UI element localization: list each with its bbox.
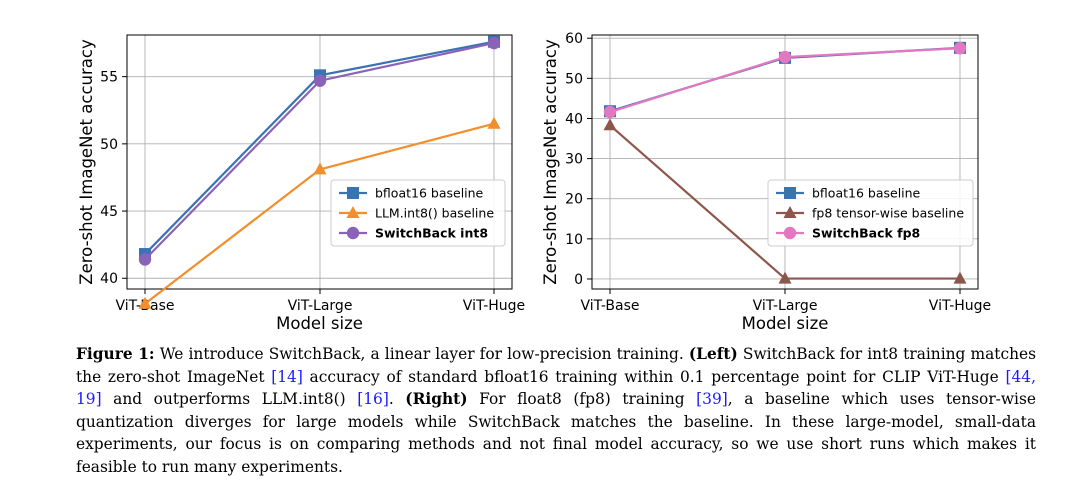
data-point-switchback-fp8 [778, 50, 792, 64]
legend-marker [346, 226, 360, 240]
legend-marker [346, 206, 360, 218]
data-point-fp8-tensor-wise-baseline [953, 271, 967, 284]
y-tick-label: 60 [565, 31, 583, 47]
legend-label: SwitchBack int8 [375, 226, 488, 241]
citation-link[interactable]: [39] [696, 390, 728, 408]
legend-label: bfloat16 baseline [375, 186, 484, 201]
caption-label: Figure 1: [76, 345, 155, 363]
data-point-switchback-fp8 [603, 105, 617, 119]
data-point-llm-int8-baseline [138, 296, 152, 309]
legend-box [330, 179, 506, 247]
y-tick-label: 50 [100, 137, 118, 153]
x-tick-label: ViT-Large [753, 298, 818, 314]
legend-marker [783, 226, 797, 240]
x-tick-label: ViT-Large [288, 298, 353, 314]
right-chart: 0 10 20 30 40 50 60 ViT-Base ViT-Large ViT-Huge Mo… [541, 31, 991, 333]
caption-left-tag: (Left) [688, 345, 738, 363]
y-tick-label: 40 [100, 271, 118, 287]
figure-caption: Figure 1: We introduce SwitchBack, a lin… [76, 345, 1036, 476]
data-point-fp8-tensor-wise-baseline [778, 271, 792, 284]
data-point-llm-int8-baseline [487, 116, 501, 129]
y-tick-label: 20 [565, 192, 583, 208]
legend-label: bfloat16 baseline [812, 186, 921, 201]
data-point-switchback-int8 [313, 74, 327, 87]
data-point-switchback-int8 [138, 253, 152, 266]
legend-marker [783, 206, 797, 218]
data-point-llm-int8-baseline [313, 162, 327, 175]
y-tick-label: 0 [574, 272, 583, 288]
y-tick-label: 50 [565, 71, 583, 87]
x-tick-label: ViT-Huge [929, 298, 991, 314]
x-axis-label: Model size [742, 314, 829, 333]
legend-marker [347, 187, 359, 199]
data-point-switchback-int8 [487, 36, 501, 50]
y-tick-label: 45 [100, 204, 118, 220]
x-tick-label: ViT-Huge [463, 298, 525, 314]
y-tick-label: 10 [565, 232, 583, 248]
y-tick-label: 30 [565, 152, 583, 168]
citation-link[interactable]: [14] [271, 367, 303, 386]
citation-link[interactable]: [44, 19] [76, 367, 1036, 409]
data-point-switchback-fp8 [953, 42, 967, 55]
legend-label: fp8 tensor-wise baseline [812, 206, 964, 221]
y-tick-label: 40 [565, 111, 583, 127]
y-axis-label: Zero-shot ImageNet accuracy [541, 39, 560, 285]
x-axis-label: Model size [276, 314, 363, 333]
y-tick-label: 55 [100, 70, 118, 86]
x-tick-label: ViT-Base [580, 298, 639, 314]
legend-label: SwitchBack fp8 [812, 226, 920, 241]
citation-link[interactable]: [16] [357, 390, 389, 408]
legend-box [767, 179, 974, 247]
legend-label: LLM.int8() baseline [375, 206, 494, 221]
caption-right-tag: (Right) [405, 390, 468, 408]
legend-marker [784, 187, 796, 199]
data-point-fp8-tensor-wise-baseline [603, 118, 617, 131]
figure-1: 40 45 50 55 ViT-Base ViT-Large ViT-Huge Model s… [77, 31, 991, 333]
y-axis-label: Zero-shot ImageNet accuracy [77, 39, 96, 285]
